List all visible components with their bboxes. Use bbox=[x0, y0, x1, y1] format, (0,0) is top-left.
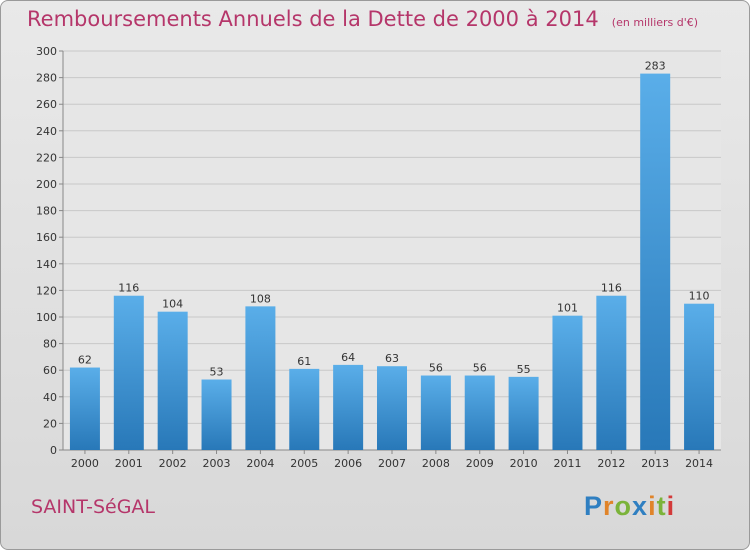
x-tick-label: 2003 bbox=[203, 457, 231, 470]
chart-title: Remboursements Annuels de la Dette de 20… bbox=[27, 7, 599, 31]
bar-value-label: 110 bbox=[689, 290, 710, 303]
y-tick-label: 180 bbox=[36, 205, 57, 218]
bar-value-label: 116 bbox=[118, 282, 139, 295]
bar bbox=[508, 376, 539, 450]
bar bbox=[157, 311, 188, 450]
bar-value-label: 101 bbox=[557, 302, 578, 315]
y-tick-label: 160 bbox=[36, 231, 57, 244]
x-tick-label: 2006 bbox=[334, 457, 362, 470]
bar-value-label: 56 bbox=[429, 362, 443, 375]
x-tick-label: 2000 bbox=[71, 457, 99, 470]
y-tick-label: 80 bbox=[43, 338, 57, 351]
proxiti-logo: Proxiti bbox=[584, 491, 676, 521]
y-tick-label: 60 bbox=[43, 364, 57, 377]
bar bbox=[333, 364, 364, 450]
bar-value-label: 116 bbox=[601, 282, 622, 295]
bar bbox=[420, 375, 451, 450]
bar-value-label: 64 bbox=[341, 351, 355, 364]
y-tick-label: 280 bbox=[36, 72, 57, 85]
bar-value-label: 104 bbox=[162, 298, 183, 311]
bar-value-label: 63 bbox=[385, 352, 399, 365]
bar bbox=[377, 366, 407, 450]
y-tick-label: 20 bbox=[43, 417, 57, 430]
x-tick-label: 2010 bbox=[510, 457, 538, 470]
bar bbox=[552, 315, 583, 450]
x-tick-label: 2007 bbox=[378, 457, 406, 470]
y-tick-label: 120 bbox=[36, 284, 57, 297]
x-tick-label: 2011 bbox=[553, 457, 581, 470]
y-tick-label: 40 bbox=[43, 391, 57, 404]
y-tick-label: 300 bbox=[36, 45, 57, 58]
y-tick-label: 0 bbox=[50, 444, 57, 457]
y-tick-label: 220 bbox=[36, 151, 57, 164]
bar bbox=[596, 295, 627, 450]
x-tick-label: 2002 bbox=[159, 457, 187, 470]
bar-value-label: 53 bbox=[210, 366, 224, 379]
bar bbox=[464, 375, 495, 450]
chart-unit: (en milliers d'€) bbox=[611, 16, 699, 29]
bar bbox=[201, 379, 232, 450]
chart-title-row: Remboursements Annuels de la Dette de 20… bbox=[27, 7, 698, 31]
bar-value-label: 55 bbox=[517, 363, 531, 376]
bar bbox=[245, 306, 276, 450]
y-tick-label: 200 bbox=[36, 178, 57, 191]
bar bbox=[113, 295, 144, 450]
bar bbox=[289, 368, 320, 450]
x-tick-label: 2012 bbox=[597, 457, 625, 470]
x-tick-label: 2001 bbox=[115, 457, 143, 470]
x-tick-label: 2014 bbox=[685, 457, 713, 470]
y-tick-label: 240 bbox=[36, 125, 57, 138]
x-tick-label: 2005 bbox=[290, 457, 318, 470]
x-tick-label: 2004 bbox=[246, 457, 274, 470]
y-tick-label: 140 bbox=[36, 258, 57, 271]
y-tick-label: 100 bbox=[36, 311, 57, 324]
bar bbox=[69, 367, 100, 450]
bar-value-label: 283 bbox=[645, 60, 666, 73]
bar-value-label: 108 bbox=[250, 292, 271, 305]
x-tick-label: 2008 bbox=[422, 457, 450, 470]
y-tick-label: 260 bbox=[36, 98, 57, 111]
bar-value-label: 62 bbox=[78, 354, 92, 367]
bar bbox=[640, 73, 671, 451]
bar-value-label: 56 bbox=[473, 362, 487, 375]
bar bbox=[684, 303, 715, 450]
x-tick-label: 2013 bbox=[641, 457, 669, 470]
bar-value-label: 61 bbox=[297, 355, 311, 368]
x-tick-label: 2009 bbox=[466, 457, 494, 470]
commune-name: SAINT-SéGAL bbox=[31, 496, 156, 518]
